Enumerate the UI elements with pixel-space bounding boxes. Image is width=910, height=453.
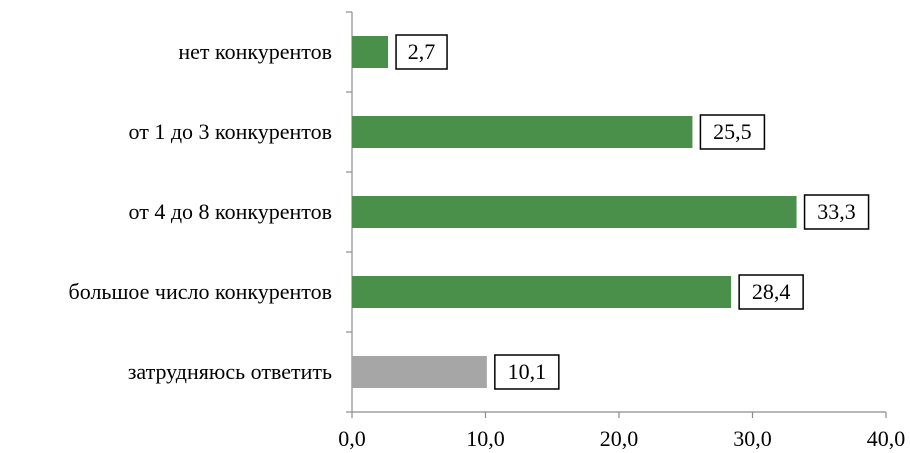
category-label: большое число конкурентов <box>69 279 332 304</box>
bar <box>352 116 693 148</box>
bars-group <box>352 36 797 388</box>
data-label-box <box>395 34 448 70</box>
bar <box>352 356 487 388</box>
x-tick-label: 10,0 <box>466 426 505 451</box>
bar <box>352 276 732 308</box>
data-label: 25,5 <box>713 119 752 144</box>
category-labels: нет конкурентов от 1 до 3 конкурентов от 4… <box>69 39 332 384</box>
x-tick-label: 0,0 <box>338 426 366 451</box>
data-label: 33,3 <box>817 199 856 224</box>
category-axis <box>346 11 353 413</box>
x-tick-label: 30,0 <box>733 426 772 451</box>
data-label: 28,4 <box>752 279 791 304</box>
category-label: от 1 до 3 конкурентов <box>129 119 333 144</box>
x-tick-label: 40,0 <box>867 426 906 451</box>
data-labels: 2,7 25,5 33,3 28,4 10,1 <box>395 34 870 390</box>
bar <box>352 196 797 228</box>
x-tick-label: 20,0 <box>600 426 639 451</box>
data-label-box <box>738 274 804 310</box>
category-label: затрудняюсь ответить <box>128 359 332 384</box>
data-label-box <box>699 114 766 150</box>
category-label: от 4 до 8 конкурентов <box>129 199 333 224</box>
data-label-box <box>494 354 560 390</box>
data-label: 10,1 <box>508 359 547 384</box>
data-label-box <box>803 194 870 230</box>
bar <box>352 36 389 68</box>
category-label: нет конкурентов <box>178 39 332 64</box>
value-axis: 0,0 10,0 20,0 30,0 40,0 <box>338 411 906 451</box>
data-label: 2,7 <box>408 39 436 64</box>
